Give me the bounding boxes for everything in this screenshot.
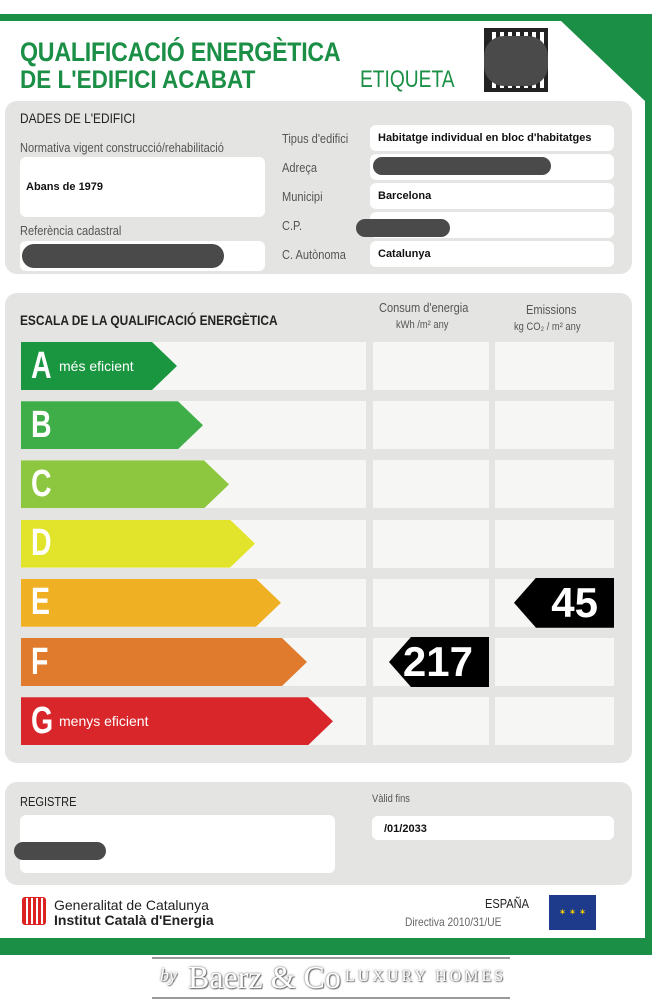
eu-flag-icon: ✶ ✶ ✶ (549, 895, 596, 930)
frame-top (0, 14, 651, 21)
field-value-autonoma: Catalunya (378, 248, 431, 260)
registry-heading: REGISTRE (20, 794, 77, 809)
catalonia-emblem-icon (22, 897, 46, 925)
field-box (370, 241, 614, 267)
watermark-line (152, 957, 510, 959)
class-letter: D (31, 522, 52, 565)
emissions-cell (495, 342, 614, 390)
class-sub: menys eficient (59, 713, 149, 730)
label-etiqueta: ETIQUETA (360, 66, 455, 93)
class-bar-f: F (21, 638, 307, 686)
consumption-rating-tag: 217 (389, 637, 489, 687)
frame-bottom (0, 938, 652, 955)
consumption-cell (373, 460, 489, 509)
class-sub: més eficient (59, 358, 134, 374)
normativa-value: Abans de 1979 (26, 181, 104, 193)
consumption-label: Consum d'energia (379, 300, 469, 315)
consumption-unit: kWh /m² any (396, 319, 449, 331)
watermark-brand: Baerz & Co (188, 959, 341, 995)
field-value-type: Habitatge individual en bloc d'habitatge… (378, 132, 592, 144)
title-line2: DE L'EDIFICI ACABAT (20, 66, 256, 94)
class-bar-d: D (21, 520, 255, 568)
field-label: C. Autònoma (282, 247, 346, 262)
emissions-cell (495, 519, 614, 568)
redaction (14, 842, 106, 860)
org2: Institut Català d'Energia (54, 912, 214, 928)
consumption-cell (373, 519, 489, 568)
class-bar-a: A més eficient (21, 342, 177, 390)
watermark-by: by (160, 965, 177, 985)
ref-label: Referència cadastral (20, 223, 122, 238)
emissions-cell (495, 460, 614, 509)
frame-right (645, 14, 652, 955)
class-letter: A (31, 344, 52, 387)
class-bar-g: G menys eficient (21, 697, 333, 745)
class-letter: B (31, 403, 52, 446)
consumption-cell (373, 401, 489, 450)
corner-triangle (560, 20, 646, 102)
org1: Generalitat de Catalunya (54, 897, 209, 913)
emissions-cell (495, 401, 614, 450)
consumption-cell (373, 697, 489, 746)
class-bar-e: E (21, 579, 281, 627)
field-label: Tipus d'edifici (282, 131, 349, 146)
class-letter: F (31, 640, 49, 683)
redaction (373, 157, 551, 175)
redaction (22, 244, 224, 268)
emissions-cell (495, 638, 614, 686)
class-letter: C (31, 462, 52, 505)
consumption-cell (373, 578, 489, 627)
redaction (484, 36, 548, 86)
watermark-sub: LUXURY HOMES (345, 968, 507, 985)
valid-value: /01/2033 (384, 823, 427, 835)
valid-label: Vàlid fins (372, 793, 410, 805)
normativa-label: Normativa vigent construcció/rehabilitac… (20, 140, 224, 155)
emissions-unit: kg CO₂ / m² any (514, 321, 581, 333)
emissions-label: Emissions (526, 302, 577, 317)
directive: Directiva 2010/31/UE (405, 915, 502, 929)
field-label: Municipi (282, 189, 323, 204)
class-letter: G (31, 699, 54, 742)
class-bar-c: C (21, 460, 229, 508)
field-value-municipi: Barcelona (378, 190, 432, 202)
class-bar-b: B (21, 401, 203, 449)
field-box (370, 125, 614, 151)
redaction (356, 219, 450, 237)
normativa-box (20, 157, 265, 217)
field-label: Adreça (282, 160, 318, 175)
field-label: C.P. (282, 218, 303, 233)
consumption-cell (373, 342, 489, 390)
scale-heading: ESCALA DE LA QUALIFICACIÓ ENERGÈTICA (20, 312, 278, 328)
class-letter: E (31, 581, 51, 624)
title-line1: QUALIFICACIÓ ENERGÈTICA (20, 37, 341, 67)
valid-box (372, 816, 614, 840)
country: ESPAÑA (485, 896, 530, 911)
watermark-line (152, 997, 510, 999)
field-box (370, 183, 614, 209)
emissions-cell (495, 697, 614, 746)
emissions-rating-tag: 45 (514, 577, 614, 628)
building-heading: DADES DE L'EDIFICI (20, 110, 136, 126)
